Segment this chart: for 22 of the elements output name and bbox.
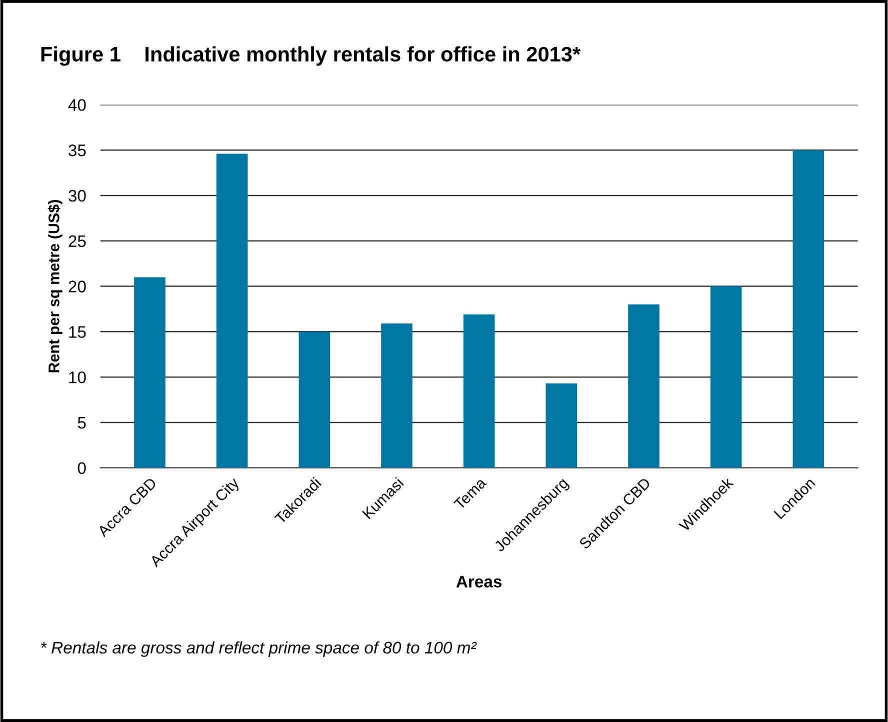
bar xyxy=(134,277,166,468)
bar xyxy=(381,323,412,468)
bar xyxy=(216,154,248,468)
y-tick-label: 40 xyxy=(68,99,86,111)
text: * Rentals are gross and reflect prime space of 80 to 100 m² xyxy=(40,641,477,657)
y-tick-label: 0 xyxy=(78,462,86,474)
bar xyxy=(710,286,742,468)
bar xyxy=(298,332,330,468)
y-tick-label: 35 xyxy=(68,144,86,156)
bar xyxy=(792,150,824,468)
y-tick-label: 15 xyxy=(69,326,86,338)
y-tick-label: 30 xyxy=(68,190,86,202)
bar xyxy=(463,314,495,468)
y-tick-label: 5 xyxy=(78,417,86,429)
y-axis-title: Rent per sq metre (US$) xyxy=(48,200,62,372)
y-tick-label: 20 xyxy=(68,280,86,292)
chart-title: Figure 1 Indicative monthly rentals for office in 2013* xyxy=(41,46,581,66)
bar xyxy=(546,383,578,468)
y-tick-label: 25 xyxy=(68,235,86,248)
bar xyxy=(628,304,660,468)
y-tick-label: 10 xyxy=(69,371,86,384)
x-axis-title: Areas xyxy=(456,576,502,588)
